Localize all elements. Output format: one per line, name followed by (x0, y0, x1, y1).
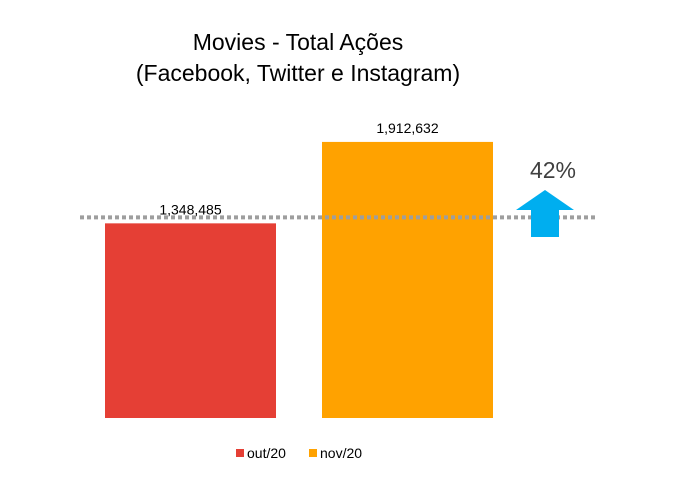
data-label-out-20: 1,348,485 (159, 201, 221, 217)
chart-subtitle: (Facebook, Twitter e Instagram) (136, 60, 460, 86)
bar-nov-20 (322, 141, 493, 419)
growth-percentage: 42% (530, 157, 576, 183)
bar-out-20 (105, 223, 276, 418)
legend-swatch-out-20 (236, 449, 244, 457)
legend-label-nov-20: nov/20 (320, 445, 362, 461)
bars-layer (105, 141, 493, 419)
data-labels-layer: 1,348,485 1,912,632 (159, 120, 438, 217)
data-label-nov-20: 1,912,632 (376, 120, 438, 136)
chart-title: Movies - Total Ações (193, 29, 404, 55)
legend-swatch-nov-20 (309, 449, 317, 457)
up-arrow-icon (516, 190, 574, 237)
annotation-layer: 42% (516, 157, 576, 237)
legend: out/20 nov/20 (236, 445, 362, 461)
legend-label-out-20: out/20 (247, 445, 286, 461)
